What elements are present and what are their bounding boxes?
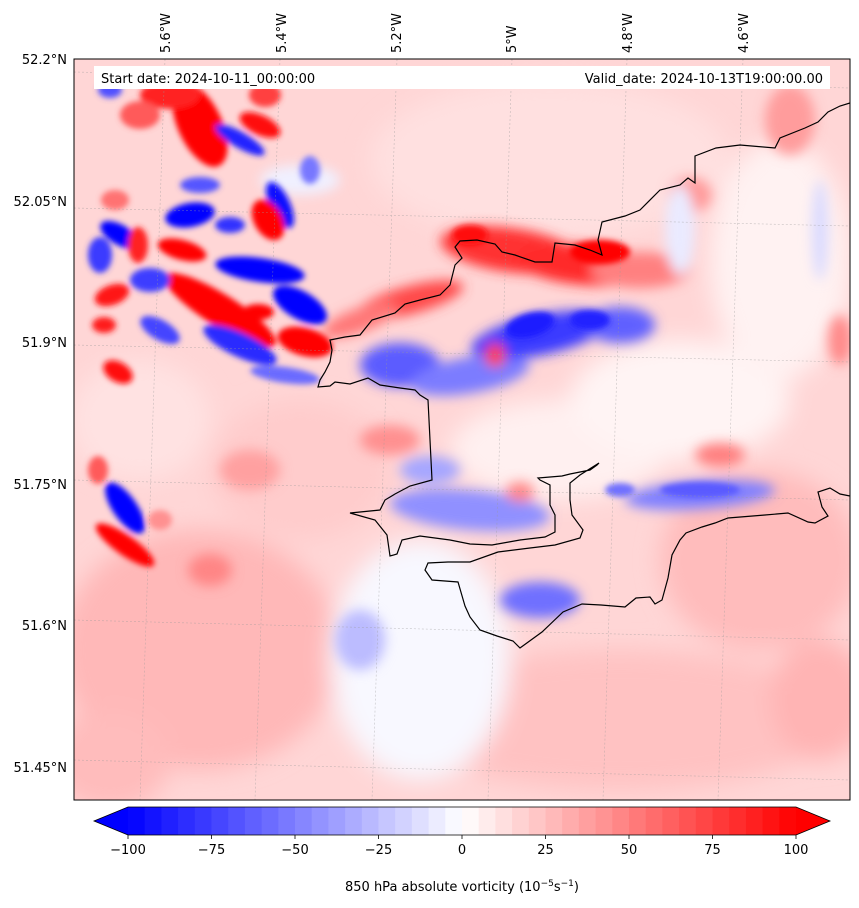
colorbar-tick-label: 75 [704, 843, 721, 858]
info-strip-background [94, 66, 830, 89]
lat-label: 51.6°N [22, 619, 67, 634]
colorbar-cell [328, 807, 346, 835]
colorbar-title: 850 hPa absolute vorticity (10−5s−1) [345, 879, 579, 895]
lon-label: 5.6°W [159, 13, 174, 53]
colorbar-cell [194, 807, 213, 835]
colorbar-tick-label: 100 [784, 843, 809, 858]
colorbar-cell [261, 807, 279, 835]
lon-label: 5.4°W [275, 13, 290, 53]
colorbar-title-exp1: −5 [541, 879, 554, 889]
colorbar: −100 −75 −50 −25 0 25 50 75 100 850 hPa absolute… [92, 806, 832, 895]
colorbar-cell [244, 807, 263, 835]
colorbar-cell [679, 807, 697, 835]
latitude-labels: 52.2°N 52.05°N 51.9°N 51.75°N 51.6°N 51.… [14, 53, 67, 776]
colorbar-cell [662, 807, 680, 835]
colorbar-cell [178, 807, 196, 835]
start-date-label: Start date: 2024-10-11_00:00:00 [101, 72, 315, 87]
lon-label: 5.2°W [390, 13, 405, 53]
lon-label: 4.8°W [621, 13, 636, 53]
colorbar-cell [278, 807, 296, 835]
colorbar-cell [295, 807, 313, 835]
colorbar-extend-min [94, 807, 128, 835]
colorbar-cell [495, 807, 513, 835]
colorbar-cell [779, 807, 797, 835]
colorbar-cells [128, 807, 797, 835]
coastline [317, 102, 850, 649]
colorbar-cell [512, 807, 530, 835]
colorbar-title-mid: s [554, 880, 561, 895]
graticule [74, 59, 850, 800]
colorbar-cell [144, 807, 162, 835]
colorbar-extend-max [796, 807, 830, 835]
colorbar-tick-label: −75 [198, 843, 225, 858]
colorbar-cell [712, 807, 730, 835]
colorbar-tick-label: 50 [621, 843, 638, 858]
colorbar-cell [745, 807, 764, 835]
colorbar-cell [478, 807, 496, 835]
colorbar-cell [161, 807, 179, 835]
colorbar-title-end: ) [574, 880, 579, 895]
valid-date-label: Valid_date: 2024-10-13T19:00:00.00 [585, 72, 823, 87]
colorbar-title-main: 850 hPa absolute vorticity (10 [345, 880, 541, 895]
lat-label: 51.45°N [14, 761, 67, 776]
colorbar-cell [629, 807, 647, 835]
colorbar-cell [228, 807, 246, 835]
lat-label: 52.2°N [22, 53, 67, 68]
colorbar-cell [562, 807, 580, 835]
colorbar-tick-label: −25 [365, 843, 392, 858]
colorbar-cell [128, 807, 146, 835]
colorbar-cell [378, 807, 396, 835]
map-frame [73, 58, 851, 801]
colorbar-title-exp2: −1 [561, 879, 574, 889]
colorbar-tick-label: 25 [537, 843, 554, 858]
colorbar-ticks: −100 −75 −50 −25 0 25 50 75 100 [110, 835, 808, 858]
longitude-labels: 5.6°W 5.4°W 5.2°W 5°W 4.8°W 4.6°W [159, 13, 752, 53]
colorbar-cell [311, 807, 329, 835]
colorbar-cell [411, 807, 430, 835]
colorbar-cell [645, 807, 663, 835]
colorbar-cell [762, 807, 780, 835]
colorbar-cell [729, 807, 747, 835]
lon-label: 4.6°W [737, 13, 752, 53]
colorbar-cell [578, 807, 597, 835]
colorbar-cell [211, 807, 229, 835]
colorbar-tick-label: −100 [110, 843, 146, 858]
lat-label: 52.05°N [14, 195, 67, 210]
lon-label: 5°W [505, 25, 520, 53]
colorbar-cell [695, 807, 714, 835]
colorbar-cell [462, 807, 480, 835]
colorbar-tick-label: −50 [281, 843, 308, 858]
colorbar-cell [612, 807, 630, 835]
colorbar-cell [428, 807, 446, 835]
colorbar-cell [361, 807, 380, 835]
lat-label: 51.75°N [14, 478, 67, 493]
lat-label: 51.9°N [22, 336, 67, 351]
colorbar-tick-label: 0 [458, 843, 466, 858]
colorbar-cell [445, 807, 463, 835]
colorbar-cell [595, 807, 613, 835]
colorbar-cell [545, 807, 563, 835]
colorbar-cell [345, 807, 363, 835]
colorbar-cell [395, 807, 413, 835]
vorticity-field-broad [74, 80, 850, 800]
colorbar-cell [528, 807, 547, 835]
map-panel: Start date: 2024-10-11_00:00:00 Valid_da… [74, 59, 850, 800]
